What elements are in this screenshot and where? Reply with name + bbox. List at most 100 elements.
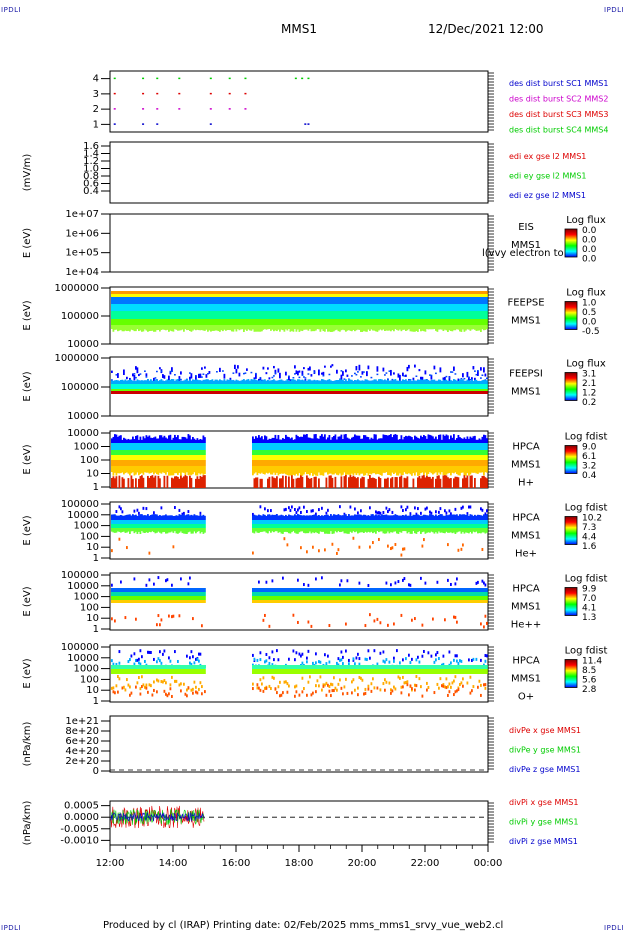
spectrogram-cell (142, 520, 145, 524)
spectrogram-cell (232, 304, 235, 311)
spectrogram-cell (405, 435, 407, 443)
spectrogram-cell (121, 443, 124, 450)
spectrogram-cell (135, 325, 137, 332)
spectrogram-cell (157, 319, 160, 325)
spectrogram-cell (366, 297, 368, 304)
spectrogram-cell (142, 380, 145, 384)
spectrogram-cell (484, 460, 487, 466)
spectrogram-cell (312, 294, 314, 297)
spectrogram-cell (427, 391, 430, 394)
spectrogram-cell (447, 455, 449, 460)
spectrogram-cell (463, 294, 466, 297)
spectrogram-cell (343, 389, 346, 391)
spectrogram-cell (247, 319, 250, 325)
y-tick-label: 1.0 (83, 164, 99, 175)
spectrogram-cell (469, 466, 472, 475)
spectrogram-cell (130, 528, 133, 532)
spectrogram-cell (472, 450, 475, 455)
spectrogram-cell (367, 460, 370, 466)
spectrogram-cell (433, 384, 436, 389)
spectrogram-cell (411, 297, 413, 304)
spectrogram-cell (457, 380, 460, 384)
spectrogram-cell (232, 294, 235, 297)
spectrogram-cell (295, 455, 298, 460)
spectrogram-cell (316, 297, 319, 304)
spectrogram-cell (193, 524, 196, 528)
spectrogram-cell (151, 455, 154, 460)
spectrogram-cell (294, 294, 296, 297)
spectrogram-cell (453, 291, 455, 294)
spectrogram-cell (376, 460, 379, 466)
spectrogram-cell (235, 291, 238, 294)
spectrogram-cell (354, 476, 356, 488)
spectrogram-cell (361, 319, 364, 325)
spectrogram-cell (163, 297, 166, 304)
spectrogram-cell (243, 297, 245, 304)
spectrogram-cell (298, 455, 301, 460)
spectrogram-cell (277, 311, 280, 319)
spectrogram-cell (481, 466, 484, 473)
spectrogram-cell (111, 450, 113, 455)
spectrogram-cell (237, 380, 239, 384)
spectrogram-cell (186, 379, 188, 384)
spectrogram-cell (310, 325, 313, 332)
spectrogram-cell (123, 528, 125, 532)
spectrogram-cell (279, 391, 281, 394)
spectrogram-cell (358, 325, 361, 330)
spectrogram-cell (135, 391, 137, 394)
spectrogram-cell (298, 437, 301, 443)
spectrogram-cell (144, 450, 146, 455)
spectrogram-cell (123, 524, 125, 528)
spectrogram-cell (357, 371, 359, 373)
spectrogram-cell (357, 325, 359, 330)
spectrogram-cell (153, 455, 155, 460)
spectrogram-cell (115, 291, 118, 294)
spectrogram-cell (145, 435, 148, 443)
spectrogram-cell (141, 528, 143, 532)
spectrogram-cell (352, 319, 355, 325)
spectrogram-cell (199, 373, 202, 378)
spectrogram-cell (174, 391, 176, 394)
spectrogram-cell (391, 325, 394, 331)
spectrogram-cell (265, 384, 268, 389)
spectrogram-cell (372, 297, 374, 304)
spectrogram-cell (204, 455, 206, 460)
spectrogram-cell (235, 379, 238, 384)
spectrogram-cell (148, 380, 151, 384)
spectrogram-cell (451, 304, 454, 311)
spectrogram-cell (403, 325, 406, 330)
spectrogram-cell (391, 304, 394, 311)
spectrogram-cell (268, 291, 271, 294)
spectrogram-cell (393, 304, 395, 311)
spectrogram-cell (324, 384, 326, 389)
spectrogram-cell (114, 520, 116, 524)
spectrogram-cell (327, 443, 329, 450)
spectrogram-cell (304, 294, 307, 297)
spectrogram-cell (328, 294, 331, 297)
spectrogram-cell (141, 311, 143, 319)
spectrogram-cell (253, 478, 256, 488)
spectrogram-cell (403, 375, 406, 377)
spectrogram-cell (336, 389, 338, 391)
spectrogram-cell (259, 304, 262, 311)
spectrogram-cell (183, 436, 185, 443)
spectrogram-cell (327, 291, 329, 294)
spectrogram-cell (417, 384, 419, 389)
spectrogram-cell (303, 319, 305, 325)
spectrogram-cell (417, 379, 419, 384)
spectrogram-cell (406, 466, 409, 475)
spectrogram-cell (199, 514, 202, 520)
burst-mark (142, 92, 145, 95)
spectrogram-cell (349, 443, 352, 450)
spectrogram-cell (289, 389, 292, 391)
spectrogram-cell (304, 304, 307, 311)
spectrogram-cell (142, 325, 145, 332)
spectrogram-cell (160, 460, 163, 466)
spectrogram-cell (324, 304, 326, 311)
spectrogram-cell (453, 478, 455, 488)
spectrogram-cell (436, 455, 439, 460)
spectrogram-cell (409, 311, 412, 319)
spectrogram-cell (166, 391, 169, 394)
spectrogram-cell (387, 297, 389, 304)
spectrogram-cell (327, 389, 329, 391)
